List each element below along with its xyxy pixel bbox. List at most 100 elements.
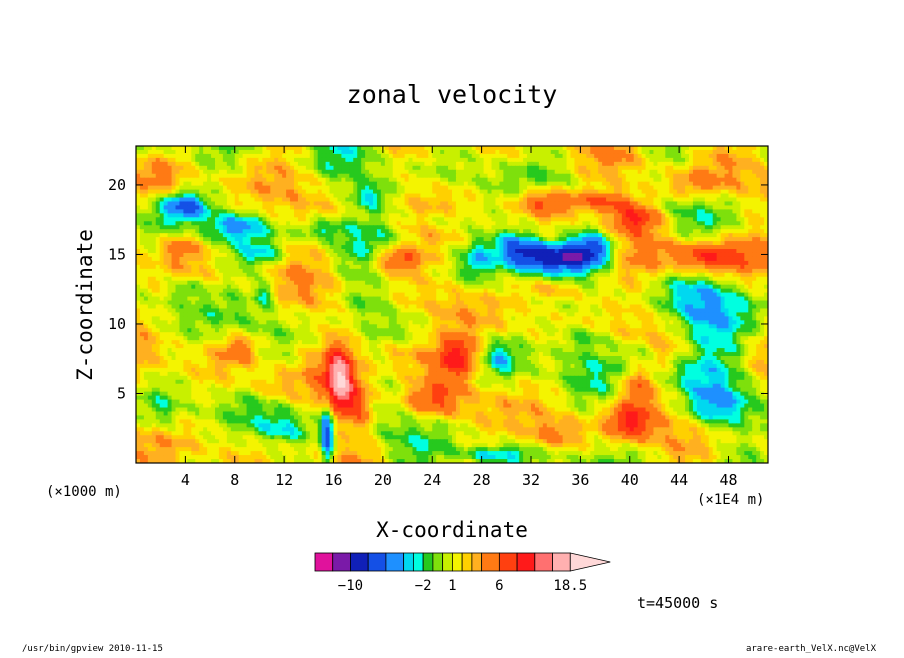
field-cell <box>305 181 311 187</box>
field-cell <box>151 209 157 214</box>
field-cell <box>471 161 477 167</box>
field-cell <box>621 169 627 175</box>
field-cell <box>420 185 425 191</box>
field-cell <box>428 237 433 242</box>
field-cell <box>558 181 564 187</box>
field-cell <box>570 245 576 250</box>
field-cell <box>507 161 512 167</box>
field-cell <box>712 245 718 250</box>
field-cell <box>685 197 690 203</box>
field-cell <box>337 256 342 262</box>
field-cell <box>147 229 153 234</box>
field-cell <box>290 209 295 214</box>
field-cell <box>321 165 327 171</box>
field-cell <box>736 225 741 230</box>
field-cell <box>392 205 398 210</box>
field-cell <box>534 157 540 163</box>
field-cell <box>396 249 402 254</box>
field-cell <box>586 225 591 230</box>
field-cell <box>728 256 734 262</box>
field-cell <box>139 173 145 179</box>
field-cell <box>448 177 453 183</box>
field-cell <box>238 229 244 234</box>
field-cell <box>167 252 173 258</box>
field-cell <box>297 209 303 214</box>
field-cell <box>290 237 295 242</box>
field-cell <box>357 256 362 262</box>
field-cell <box>471 165 477 171</box>
field-cell <box>384 233 390 238</box>
field-cell <box>226 197 232 203</box>
field-cell <box>384 264 390 270</box>
field-cell <box>475 252 481 258</box>
field-cell <box>546 189 552 195</box>
field-cell <box>712 213 718 218</box>
field-cell <box>317 177 323 183</box>
field-cell <box>309 264 315 270</box>
field-cell <box>274 241 279 246</box>
field-cell <box>756 181 761 187</box>
field-cell <box>155 225 161 230</box>
field-cell <box>428 185 433 191</box>
field-cell <box>708 241 714 246</box>
field-cell <box>625 229 631 234</box>
field-cell <box>373 260 378 266</box>
field-cell <box>669 193 674 199</box>
field-cell <box>341 213 346 218</box>
field-cell <box>475 249 481 254</box>
field-cell <box>400 225 406 230</box>
field-cell <box>483 193 489 199</box>
field-cell <box>740 256 745 262</box>
field-cell <box>700 225 706 230</box>
field-cell <box>523 173 528 179</box>
field-cell <box>633 249 639 254</box>
field-cell <box>321 169 327 175</box>
field-cell <box>404 252 410 258</box>
field-cell <box>258 185 263 191</box>
field-cell <box>357 181 362 187</box>
field-cell <box>444 213 449 218</box>
field-cell <box>305 225 311 230</box>
field-cell <box>333 241 339 246</box>
field-cell <box>262 264 267 270</box>
field-cell <box>621 260 627 266</box>
field-cell <box>191 169 196 175</box>
field-cell <box>463 209 469 214</box>
field-cell <box>566 181 572 187</box>
field-cell <box>384 169 390 175</box>
field-cell <box>740 245 745 250</box>
field-cell <box>467 177 473 183</box>
field-cell <box>297 153 303 159</box>
field-cell <box>294 209 299 214</box>
field-cell <box>428 241 433 246</box>
field-cell <box>716 193 722 199</box>
field-cell <box>479 165 485 171</box>
field-cell <box>467 221 473 226</box>
field-cell <box>345 189 350 195</box>
field-cell <box>594 256 599 262</box>
field-cell <box>388 233 394 238</box>
field-cell <box>708 225 714 230</box>
field-cell <box>503 197 508 203</box>
field-cell <box>550 177 556 183</box>
field-cell <box>408 181 414 187</box>
field-cell <box>199 189 204 195</box>
field-cell <box>416 237 421 242</box>
field-cell <box>673 157 678 163</box>
field-cell <box>396 245 402 250</box>
field-cell <box>459 189 465 195</box>
field-cell <box>716 256 722 262</box>
field-cell <box>716 161 722 167</box>
field-cell <box>708 245 714 250</box>
field-cell <box>554 157 560 163</box>
field-cell <box>637 237 643 242</box>
field-cell <box>258 189 263 195</box>
field-cell <box>700 217 706 222</box>
field-cell <box>736 233 741 238</box>
field-cell <box>511 264 516 270</box>
field-cell <box>523 146 528 151</box>
field-cell <box>329 193 335 199</box>
field-cell <box>376 264 382 270</box>
field-cell <box>696 177 702 183</box>
field-cell <box>270 256 275 262</box>
